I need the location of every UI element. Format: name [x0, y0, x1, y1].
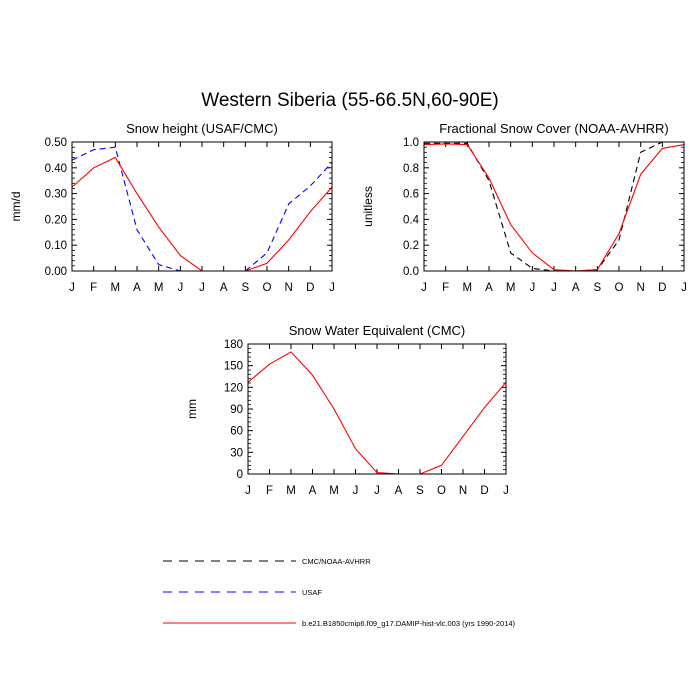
series-line-model [423, 143, 685, 272]
plot-frame [423, 141, 685, 272]
x-tick-label: N [637, 282, 645, 294]
x-tick-label: O [437, 485, 446, 497]
x-tick-label: A [309, 485, 317, 497]
y-tick-label: 1.0 [403, 137, 419, 149]
y-tick-label: 0.2 [403, 240, 419, 252]
y-tick-label: 0.0 [403, 266, 419, 278]
x-tick-label: S [416, 485, 424, 497]
x-tick-label: F [266, 485, 273, 497]
y-tick-label: 0.50 [45, 137, 67, 149]
x-tick-label: M [463, 282, 473, 294]
x-tick-label: J [245, 485, 251, 497]
y-tick-label: 0.6 [403, 189, 419, 201]
y-tick-label: 0.40 [45, 163, 67, 175]
legend-label: b.e21.B1850cmip6.f09_g17.DAMIP-hist-vlc.… [302, 619, 516, 628]
series-line-usaf [71, 146, 333, 272]
x-tick-label: O [263, 282, 272, 294]
chart-panel-3: Snow Water Equivalent (CMC) mm 0 30 60 90 120 1… [185, 323, 509, 497]
chart-panel-2: Fractional Snow Cover (NOAA-AVHRR) unitle… [361, 121, 687, 294]
x-tick-label: J [529, 282, 535, 294]
series-line-model [71, 156, 333, 272]
plot-frame [71, 141, 333, 272]
x-tick-label: M [286, 485, 296, 497]
legend: CMC/NOAA-AVHRR USAF b.e21.B1850cmip6.f09_g… [163, 557, 516, 628]
y-axis-label: mm [185, 399, 199, 419]
x-tick-label: D [658, 282, 666, 294]
y-tick-label: 0.10 [45, 240, 67, 252]
x-tick-label: D [480, 485, 488, 497]
y-tick-label: 0.30 [45, 189, 67, 201]
x-tick-label: D [306, 282, 314, 294]
x-tick-label: J [177, 282, 183, 294]
x-tick-label: F [442, 282, 449, 294]
y-tick-label: 180 [224, 339, 243, 351]
x-tick-label: A [572, 282, 580, 294]
y-tick-label: 120 [224, 382, 243, 394]
x-tick-label: F [90, 282, 97, 294]
x-tick-label: A [395, 485, 403, 497]
x-tick-label: M [154, 282, 164, 294]
y-axis-label: mm/d [9, 192, 23, 222]
plot-frame [247, 343, 507, 475]
y-tick-label: 150 [224, 361, 243, 373]
page-title: Western Siberia (55-66.5N,60-90E) [201, 90, 499, 111]
x-tick-label: O [615, 282, 624, 294]
x-tick-label: J [199, 282, 205, 294]
x-tick-label: J [374, 485, 380, 497]
y-tick-label: 0.8 [403, 163, 419, 175]
chart-panel-1: Snow height (USAF/CMC) mm/d 0.00 0.10 0.20 0.… [9, 121, 335, 294]
x-tick-label: M [506, 282, 516, 294]
chart-title: Snow Water Equivalent (CMC) [289, 323, 466, 338]
x-tick-label: A [485, 282, 493, 294]
x-tick-label: J [69, 282, 75, 294]
x-tick-label: J [503, 485, 509, 497]
x-tick-label: J [681, 282, 687, 294]
chart-title: Snow height (USAF/CMC) [126, 121, 278, 136]
y-tick-label: 0.20 [45, 214, 67, 226]
y-axis-label: unitless [361, 186, 375, 227]
x-tick-label: J [329, 282, 335, 294]
x-tick-label: M [329, 485, 339, 497]
x-tick-label: A [133, 282, 141, 294]
legend-label: CMC/NOAA-AVHRR [302, 557, 371, 566]
x-tick-label: J [421, 282, 427, 294]
y-tick-label: 90 [230, 404, 243, 416]
x-tick-label: N [459, 485, 467, 497]
y-tick-label: 0 [237, 469, 243, 481]
x-tick-label: J [551, 282, 557, 294]
legend-label: USAF [302, 588, 322, 597]
x-tick-label: M [111, 282, 121, 294]
x-tick-label: S [593, 282, 601, 294]
y-tick-label: 0.4 [403, 214, 420, 226]
x-tick-label: S [241, 282, 249, 294]
y-tick-label: 60 [230, 426, 243, 438]
series-line-obs [424, 141, 684, 272]
x-tick-label: N [285, 282, 293, 294]
series-line-model [247, 351, 507, 475]
y-tick-label: 0.00 [45, 266, 67, 278]
chart-title: Fractional Snow Cover (NOAA-AVHRR) [439, 121, 668, 136]
x-tick-label: A [220, 282, 228, 294]
y-tick-label: 30 [230, 447, 243, 459]
x-tick-label: J [353, 485, 359, 497]
